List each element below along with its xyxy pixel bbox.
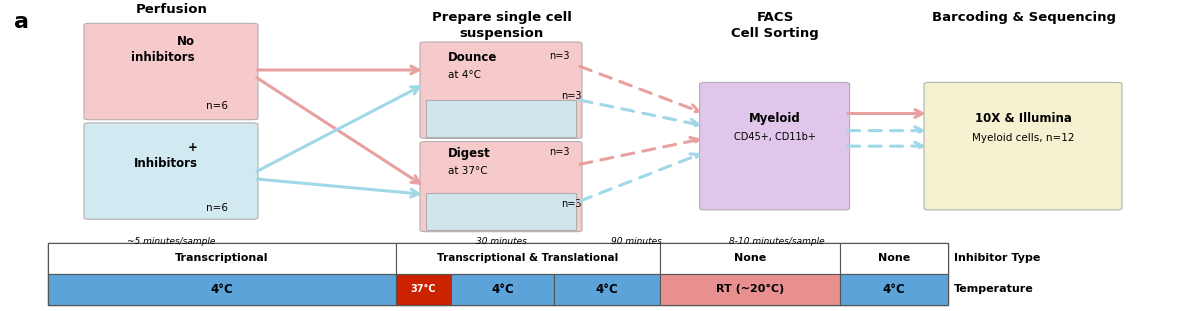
Text: at 4°C: at 4°C bbox=[448, 70, 480, 80]
Text: Myeloid: Myeloid bbox=[749, 112, 802, 125]
Text: 4°C: 4°C bbox=[492, 283, 514, 296]
Text: a: a bbox=[14, 12, 29, 32]
Text: None: None bbox=[734, 253, 766, 263]
Text: Inhibitor Type: Inhibitor Type bbox=[954, 253, 1040, 263]
Text: CD45+, CD11b+: CD45+, CD11b+ bbox=[734, 132, 816, 142]
Text: No
inhibitors: No inhibitors bbox=[131, 35, 194, 64]
Text: None: None bbox=[878, 253, 910, 263]
Text: Transcriptional & Translational: Transcriptional & Translational bbox=[437, 253, 619, 263]
Text: 10X & Illumina: 10X & Illumina bbox=[976, 112, 1072, 125]
Text: 4°C: 4°C bbox=[883, 283, 905, 296]
Text: FACS
Cell Sorting: FACS Cell Sorting bbox=[731, 11, 820, 40]
Bar bbox=[840, 243, 948, 274]
Text: n=6: n=6 bbox=[206, 203, 228, 213]
Text: Transcriptional: Transcriptional bbox=[175, 253, 269, 263]
Text: 4°C: 4°C bbox=[211, 283, 233, 296]
Bar bbox=[396, 274, 451, 305]
Bar bbox=[660, 274, 840, 305]
Text: 37°C: 37°C bbox=[410, 284, 437, 294]
Bar bbox=[840, 274, 948, 305]
FancyBboxPatch shape bbox=[924, 82, 1122, 210]
FancyBboxPatch shape bbox=[420, 142, 582, 232]
Text: n=3: n=3 bbox=[550, 51, 570, 61]
Text: ~5 minutes/sample: ~5 minutes/sample bbox=[127, 237, 216, 245]
Text: Dounce: Dounce bbox=[448, 51, 497, 64]
Text: Perfusion: Perfusion bbox=[136, 3, 208, 16]
FancyBboxPatch shape bbox=[84, 123, 258, 219]
FancyBboxPatch shape bbox=[420, 42, 582, 138]
Text: Barcoding & Sequencing: Barcoding & Sequencing bbox=[931, 11, 1116, 24]
Text: RT (~20°C): RT (~20°C) bbox=[716, 284, 784, 294]
Text: +
Inhibitors: + Inhibitors bbox=[134, 141, 198, 170]
Text: Prepare single cell
suspension: Prepare single cell suspension bbox=[432, 11, 571, 40]
FancyBboxPatch shape bbox=[700, 82, 850, 210]
Bar bbox=[554, 274, 660, 305]
Text: 8-10 minutes/sample: 8-10 minutes/sample bbox=[728, 237, 824, 245]
Bar bbox=[426, 100, 576, 137]
Bar bbox=[48, 274, 396, 305]
FancyBboxPatch shape bbox=[84, 23, 258, 120]
Bar bbox=[48, 243, 948, 305]
Text: at 37°C: at 37°C bbox=[448, 166, 487, 176]
Text: 4°C: 4°C bbox=[596, 283, 618, 296]
Bar bbox=[426, 193, 576, 230]
Text: Digest: Digest bbox=[448, 147, 491, 160]
Text: n=3: n=3 bbox=[550, 147, 570, 157]
Text: n=6: n=6 bbox=[206, 101, 228, 111]
Text: n=3: n=3 bbox=[562, 91, 582, 101]
Text: n=3: n=3 bbox=[562, 199, 582, 209]
Bar bbox=[48, 243, 396, 274]
Text: Myeloid cells, n=12: Myeloid cells, n=12 bbox=[972, 133, 1075, 143]
Text: 30 minutes: 30 minutes bbox=[476, 237, 527, 245]
Bar bbox=[396, 243, 660, 274]
Text: 90 minutes: 90 minutes bbox=[611, 237, 661, 245]
Bar bbox=[660, 243, 840, 274]
Text: Temperature: Temperature bbox=[954, 284, 1033, 294]
Bar bbox=[451, 274, 554, 305]
